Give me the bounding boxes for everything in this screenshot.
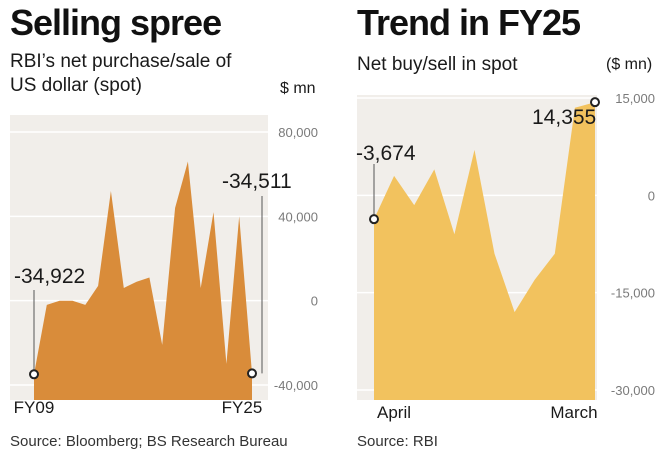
right-annotation-label: -3,674: [356, 142, 416, 165]
right-x-tick-label: April: [377, 403, 411, 422]
right-annotation-marker: [370, 215, 378, 223]
right-annotation-label: 14,355: [532, 106, 596, 129]
left-annotation-marker: [30, 370, 38, 378]
left-source: Source: Bloomberg; BS Research Bureau: [10, 433, 288, 450]
left-annotation-marker: [248, 369, 256, 377]
right-source: Source: RBI: [357, 433, 438, 450]
left-y-tick-label: 80,000: [278, 125, 318, 140]
left-y-tick-label: 40,000: [278, 209, 318, 224]
right-y-tick-label: -15,000: [611, 286, 655, 301]
right-y-tick-label: -30,000: [611, 383, 655, 398]
right-y-tick-label: 0: [648, 188, 655, 203]
right-x-tick-label: March: [550, 403, 597, 422]
left-y-tick-label: -40,000: [274, 378, 318, 393]
left-annotation-label: -34,922: [14, 265, 85, 288]
right-annotation-marker: [591, 98, 599, 106]
left-x-tick-label: FY09: [14, 398, 55, 417]
left-y-tick-label: 0: [311, 294, 318, 309]
left-annotation-label: -34,511: [222, 170, 292, 193]
charts-canvas: 80,000 40,000 0 -40,000 -34,922 -34,511 FY09 FY…: [0, 0, 670, 467]
figure: Selling spree RBI’s net purchase/sale of…: [0, 0, 670, 467]
left-x-tick-label: FY25: [222, 398, 263, 417]
right-y-tick-label: 15,000: [615, 91, 655, 106]
